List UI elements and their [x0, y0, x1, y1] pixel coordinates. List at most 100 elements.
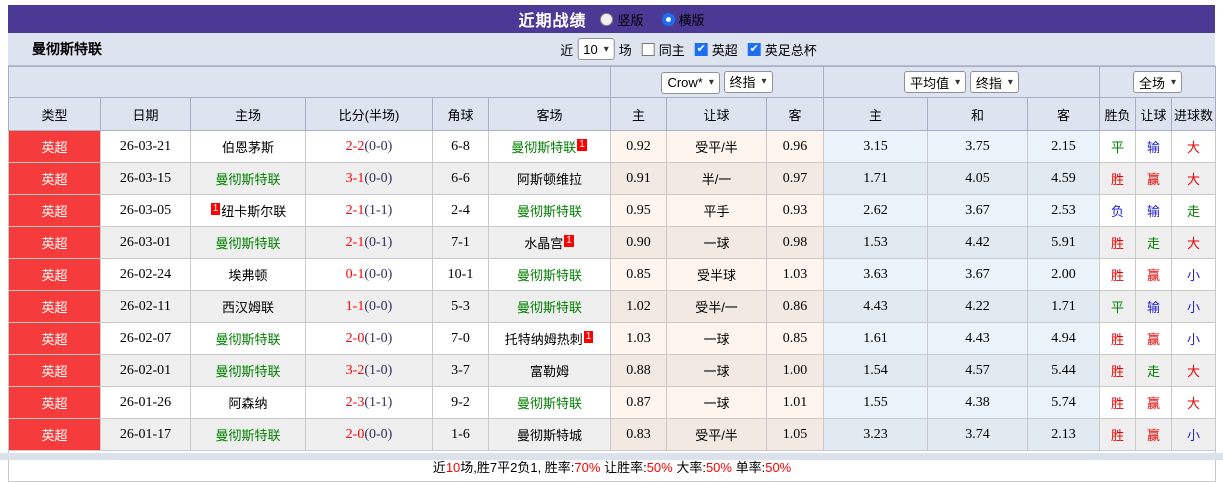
- league-badge[interactable]: 英超: [8, 354, 101, 387]
- col-header-handicap-result: 让球: [1135, 97, 1173, 131]
- asia-handicap-line: 一球: [666, 386, 767, 419]
- away-team[interactable]: 富勒姆: [488, 354, 611, 387]
- chevron-down-icon: ▾: [708, 77, 714, 88]
- near-label: 近: [560, 42, 574, 58]
- asia-odds-away: 1.03: [765, 258, 825, 291]
- euro-odds-source-select[interactable]: 平均值 ▾: [904, 71, 967, 93]
- home-team-name[interactable]: 纽卡斯尔联: [221, 204, 287, 219]
- home-team[interactable]: 伯恩茅斯: [190, 130, 306, 163]
- title-bar: 近期战绩 竖版 横版: [8, 5, 1215, 33]
- away-team[interactable]: 曼彻斯特联: [488, 194, 611, 227]
- away-team-name[interactable]: 富勒姆: [529, 364, 569, 379]
- euro-odds-draw: 4.38: [927, 386, 1029, 419]
- home-team[interactable]: 曼彻斯特联: [190, 418, 306, 451]
- score-cell: 3-2(1-0): [305, 354, 433, 387]
- scope-select[interactable]: 全场 ▾: [1133, 71, 1183, 93]
- home-team-name[interactable]: 伯恩茅斯: [221, 140, 274, 155]
- league-badge[interactable]: 英超: [8, 418, 101, 451]
- result-handicap: 赢: [1135, 162, 1173, 195]
- league-badge[interactable]: 英超: [8, 130, 101, 163]
- away-team[interactable]: 曼彻斯特联 1: [488, 130, 611, 163]
- away-team-name[interactable]: 水晶宫: [524, 236, 564, 251]
- away-team-name[interactable]: 阿斯顿维拉: [516, 172, 582, 187]
- home-team[interactable]: 埃弗顿: [190, 258, 306, 291]
- away-team-name[interactable]: 曼彻斯特联: [516, 300, 582, 315]
- asia-odds-source-select[interactable]: Crow* ▾: [661, 71, 720, 94]
- euro-odds-draw: 4.22: [927, 290, 1029, 323]
- home-team[interactable]: 曼彻斯特联: [190, 322, 306, 355]
- home-team-name[interactable]: 阿森纳: [228, 396, 268, 411]
- league-checkbox[interactable]: ✔: [694, 42, 708, 56]
- away-team-name[interactable]: 曼彻斯特联: [516, 204, 582, 219]
- away-team[interactable]: 托特纳姆热刺 1: [488, 322, 611, 355]
- league-badge[interactable]: 英超: [8, 386, 101, 419]
- home-team[interactable]: 阿森纳: [190, 386, 306, 419]
- asia-odds-away: 0.86: [765, 290, 825, 323]
- league-badge[interactable]: 英超: [8, 194, 101, 227]
- result-goals: 大: [1171, 130, 1217, 163]
- asia-odds-time-select[interactable]: 终指 ▾: [723, 70, 773, 93]
- league-badge[interactable]: 英超: [8, 258, 101, 291]
- euro-odds-home: 1.71: [823, 162, 929, 195]
- radio-horizontal-label: 横版: [678, 12, 705, 28]
- radio-horizontal-layout[interactable]: 横版: [661, 10, 705, 29]
- chevron-down-icon: ▾: [761, 76, 767, 87]
- chevron-down-icon: ▾: [955, 76, 961, 88]
- home-team-name[interactable]: 曼彻斯特联: [215, 332, 281, 347]
- euro-odds-home: 1.54: [823, 354, 929, 387]
- away-team-name[interactable]: 曼彻斯特联: [511, 140, 577, 155]
- asia-handicap-line: 一球: [666, 322, 767, 355]
- col-header-type: 类型: [8, 97, 101, 131]
- result-handicap: 赢: [1135, 322, 1173, 355]
- home-team-name[interactable]: 曼彻斯特联: [215, 172, 281, 187]
- home-team-name[interactable]: 曼彻斯特联: [215, 428, 281, 443]
- league-badge[interactable]: 英超: [8, 322, 101, 355]
- fulltime-score: 3-1: [345, 170, 365, 186]
- euro-odds-controls: 平均值 ▾ 终指 ▾: [823, 66, 1101, 98]
- recent-results-panel: 近期战绩 竖版 横版 曼彻斯特联 近 10 ▾ 场 同主 ✔ 英超 ✔: [7, 5, 1217, 482]
- away-team[interactable]: 曼彻斯特联: [488, 258, 611, 291]
- corner-count: 1-6: [432, 418, 489, 451]
- away-team-name[interactable]: 曼彻斯特联: [516, 268, 582, 283]
- euro-odds-home: 4.43: [823, 290, 929, 323]
- home-team-name[interactable]: 西汉姆联: [221, 300, 274, 315]
- away-team[interactable]: 水晶宫 1: [488, 226, 611, 259]
- result-goals: 大: [1171, 386, 1217, 419]
- home-team[interactable]: 曼彻斯特联: [190, 354, 306, 387]
- away-team[interactable]: 曼彻斯特联: [488, 290, 611, 323]
- home-team[interactable]: 曼彻斯特联: [190, 162, 306, 195]
- radio-vertical-layout[interactable]: 竖版: [600, 10, 644, 29]
- result-wdl: 负: [1099, 194, 1137, 227]
- euro-odds-away: 5.74: [1027, 386, 1101, 419]
- radio-unchecked-icon[interactable]: [600, 12, 614, 26]
- away-team-name[interactable]: 曼彻斯特城: [516, 428, 582, 443]
- fa-cup-checkbox[interactable]: ✔: [747, 42, 761, 56]
- table-row: 英超 26-03-15 曼彻斯特联 3-1(0-0) 6-6 阿斯顿维拉 0.9…: [8, 162, 1217, 195]
- league-badge[interactable]: 英超: [8, 290, 101, 323]
- same-home-checkbox[interactable]: [641, 42, 655, 56]
- match-count-select[interactable]: 10 ▾: [577, 38, 615, 60]
- away-team-name[interactable]: 曼彻斯特联: [516, 396, 582, 411]
- euro-odds-away: 2.13: [1027, 418, 1101, 451]
- away-team-name[interactable]: 托特纳姆热刺: [504, 332, 583, 347]
- halftime-score: (0-0): [364, 426, 393, 442]
- table-row: 英超 26-03-21 伯恩茅斯 2-2(0-0) 6-8 曼彻斯特联 1 0.9…: [8, 130, 1217, 163]
- league-badge[interactable]: 英超: [8, 162, 101, 195]
- radio-checked-icon[interactable]: [661, 12, 675, 26]
- euro-odds-time-select[interactable]: 终指 ▾: [969, 71, 1019, 93]
- away-team[interactable]: 曼彻斯特联: [488, 386, 611, 419]
- home-team[interactable]: 西汉姆联: [190, 290, 306, 323]
- result-goals: 小: [1171, 322, 1217, 355]
- home-team-name[interactable]: 埃弗顿: [228, 268, 268, 283]
- home-team-name[interactable]: 曼彻斯特联: [215, 236, 281, 251]
- halftime-score: (0-0): [364, 266, 393, 282]
- home-team[interactable]: 1 纽卡斯尔联: [190, 194, 306, 227]
- league-badge[interactable]: 英超: [8, 226, 101, 259]
- table-row: 英超 26-02-01 曼彻斯特联 3-2(1-0) 3-7 富勒姆 0.88 …: [8, 354, 1217, 387]
- home-team[interactable]: 曼彻斯特联: [190, 226, 306, 259]
- dropdown-row-spacer: [8, 66, 611, 98]
- away-team[interactable]: 阿斯顿维拉: [488, 162, 611, 195]
- away-team[interactable]: 曼彻斯特城: [488, 418, 611, 451]
- euro-odds-draw: 4.57: [927, 354, 1029, 387]
- home-team-name[interactable]: 曼彻斯特联: [215, 364, 281, 379]
